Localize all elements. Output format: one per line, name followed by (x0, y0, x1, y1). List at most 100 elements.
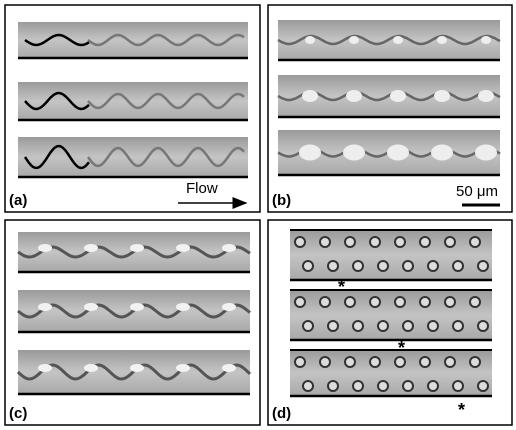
blob (387, 144, 409, 161)
blob (38, 303, 52, 311)
coil (394, 356, 406, 368)
strip (18, 22, 248, 58)
coil (302, 320, 314, 332)
blob (222, 364, 236, 372)
coil (344, 356, 356, 368)
coil (327, 260, 339, 272)
coil (344, 296, 356, 308)
blob (130, 244, 144, 252)
coil (352, 320, 364, 332)
coil (377, 260, 389, 272)
blob (176, 364, 190, 372)
panel-label: (d) (272, 405, 291, 422)
coil (419, 296, 431, 308)
blob (176, 303, 190, 311)
blob (481, 36, 491, 44)
coil (369, 356, 381, 368)
coil (319, 236, 331, 248)
coil (427, 380, 439, 392)
strip (290, 290, 492, 340)
coil (327, 380, 339, 392)
strip (18, 137, 248, 177)
blob (130, 364, 144, 372)
coil (469, 296, 481, 308)
blob (84, 303, 98, 311)
panel-frame (267, 4, 513, 213)
filament-trace (24, 33, 90, 47)
blob (475, 144, 497, 161)
coil (344, 236, 356, 248)
panel-label: (a) (9, 192, 27, 209)
coil (394, 296, 406, 308)
coil (419, 356, 431, 368)
micrographs (16, 20, 501, 398)
panel-frame (4, 219, 261, 426)
blob (130, 303, 144, 311)
marker: * (338, 277, 345, 297)
coil (294, 356, 306, 368)
blob (437, 36, 447, 44)
panel-label: (b) (272, 192, 291, 209)
blob (38, 364, 52, 372)
coil (452, 380, 464, 392)
coil (352, 380, 364, 392)
panel-frame (4, 4, 261, 213)
blob (478, 90, 494, 102)
blob (302, 90, 318, 102)
coil (327, 320, 339, 332)
coil (352, 260, 364, 272)
coil (427, 320, 439, 332)
panel-frame (267, 219, 513, 426)
blob (176, 244, 190, 252)
coil (477, 320, 489, 332)
blob (305, 36, 315, 44)
blob (84, 244, 98, 252)
blob (38, 244, 52, 252)
coil (319, 296, 331, 308)
blob (431, 144, 453, 161)
coil (377, 380, 389, 392)
blob (84, 364, 98, 372)
strip (290, 230, 492, 280)
coil (294, 296, 306, 308)
coil (319, 356, 331, 368)
coil (402, 380, 414, 392)
coil (402, 260, 414, 272)
coil (402, 320, 414, 332)
blob (434, 90, 450, 102)
filament (87, 92, 245, 110)
coil (469, 236, 481, 248)
coil (452, 260, 464, 272)
blob (222, 303, 236, 311)
strip (18, 82, 248, 120)
filament (277, 34, 501, 46)
coil (444, 236, 456, 248)
coil (419, 236, 431, 248)
coil (394, 236, 406, 248)
coil (427, 260, 439, 272)
coil (369, 296, 381, 308)
blob (299, 144, 321, 161)
coil (369, 236, 381, 248)
filament-trace (24, 91, 90, 111)
coil (477, 380, 489, 392)
marker: * (458, 400, 465, 420)
filament (87, 33, 245, 47)
flow-label: Flow (186, 180, 218, 197)
blob (393, 36, 403, 44)
blob (390, 90, 406, 102)
filament (86, 146, 245, 168)
coil (294, 236, 306, 248)
blob (349, 36, 359, 44)
scale-label: 50 μm (456, 183, 498, 200)
blob (222, 244, 236, 252)
coil (452, 320, 464, 332)
coil (469, 356, 481, 368)
coil (444, 356, 456, 368)
coil (444, 296, 456, 308)
coil (302, 380, 314, 392)
filament-trace (23, 144, 90, 170)
coil (377, 320, 389, 332)
coil (477, 260, 489, 272)
blob (343, 144, 365, 161)
